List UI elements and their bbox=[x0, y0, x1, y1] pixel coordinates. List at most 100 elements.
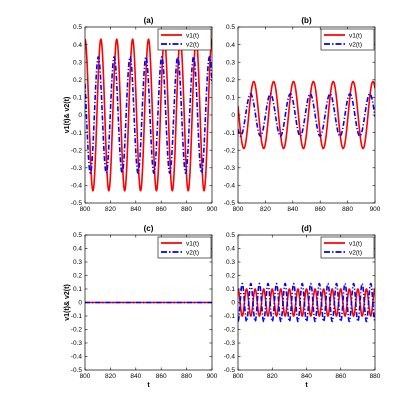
panel-c-xtick-label: 880 bbox=[181, 373, 192, 380]
panel-a-ytick-label: 0 bbox=[78, 112, 82, 119]
panel-d-series-group bbox=[238, 282, 375, 323]
panel-a-ytick-label: 0.4 bbox=[73, 42, 82, 49]
panel-c-ylabel: v1(t)& v2(t) bbox=[64, 284, 71, 321]
panel-a-title: (a) bbox=[144, 16, 154, 25]
panel-c-ytick-label: 0.4 bbox=[73, 246, 82, 253]
panel-d-xtick-label: 840 bbox=[301, 373, 312, 380]
panel-b-xtick-label: 840 bbox=[287, 206, 298, 213]
panel-b-series-v2-line bbox=[238, 93, 375, 137]
panel-a-legend: v1(t) v2(t) bbox=[157, 28, 212, 51]
panel-c-legend-label-v1: v1(t) bbox=[186, 240, 199, 247]
panel-c-plot: -0.5 -0.4 -0.3 -0.2 -0.1 0 0.1 0.2 0.3 0.4 0.5 800 8… bbox=[71, 232, 218, 380]
panel-c-ytick-label: -0.2 bbox=[71, 327, 83, 334]
panel-d-legend-label-v2: v2(t) bbox=[349, 249, 362, 256]
panel-d-ytick-label: 0 bbox=[231, 300, 235, 307]
panel-b-ytick-label: 0.2 bbox=[226, 77, 235, 84]
panel-b-legend-label-v1: v1(t) bbox=[349, 32, 362, 39]
panel-a-xtick-label: 880 bbox=[181, 206, 192, 213]
panel-d-ytick-label: 0.1 bbox=[226, 286, 235, 293]
panel-b-series-group bbox=[238, 80, 375, 150]
panel-d-xtick-label: 800 bbox=[233, 373, 244, 380]
panel-c-ytick-label: 0.3 bbox=[73, 259, 82, 266]
panel-d-ytick-label: 0.2 bbox=[226, 273, 235, 280]
panel-c-ytick-label: -0.3 bbox=[71, 340, 83, 347]
panel-d-title: (d) bbox=[301, 224, 312, 233]
panel-b-plot: -0.5 -0.4 -0.3 -0.2 -0.1 0 0.1 0.2 0.3 0.4 0.5 800 8… bbox=[224, 24, 381, 213]
panel-d-ytick-label: -0.3 bbox=[224, 340, 236, 347]
panel-b-xtick-label: 900 bbox=[370, 206, 381, 213]
panel-a-ytick-label: 0.1 bbox=[73, 95, 82, 102]
panel-b-ytick-label: 0.1 bbox=[226, 95, 235, 102]
panel-c-xtick-label: 800 bbox=[80, 373, 91, 380]
panel-a-ylabel: v1(t)& v2(t) bbox=[64, 97, 71, 134]
panel-d-xlabel: t bbox=[305, 382, 308, 389]
panel-c-ytick-label: 0.5 bbox=[73, 232, 82, 239]
panel-a-xtick-label: 860 bbox=[156, 206, 167, 213]
panel-d-ytick-label: -0.4 bbox=[224, 354, 236, 361]
panel-a-legend-box bbox=[157, 28, 212, 51]
panel-b-ytick-label: 0.4 bbox=[226, 42, 235, 49]
panel-d-plot: -0.5 -0.4 -0.3 -0.2 -0.1 0 0.1 0.2 0.3 0.4 0.5 800 8… bbox=[224, 232, 381, 380]
panel-d-ytick-label: 0.4 bbox=[226, 246, 235, 253]
panel-b-xtick-label: 820 bbox=[260, 206, 271, 213]
panel-a-xtick-label: 800 bbox=[80, 206, 91, 213]
panel-a-xtick-label: 820 bbox=[105, 206, 116, 213]
panel-a-ytick-label: -0.4 bbox=[71, 183, 83, 190]
panel-d-legend-box bbox=[320, 236, 375, 259]
panel-c-ytick-label: -0.1 bbox=[71, 313, 83, 320]
panel-b-ytick-label: -0.4 bbox=[224, 183, 236, 190]
panel-d-xtick-label: 880 bbox=[370, 373, 381, 380]
panel-d-ytick-label: 0.3 bbox=[226, 259, 235, 266]
panel-a-ytick-label: 0.3 bbox=[73, 59, 82, 66]
panel-b-ytick-label: -0.3 bbox=[224, 165, 236, 172]
panel-a-ytick-label: 0.2 bbox=[73, 77, 82, 84]
panel-c-ytick-label: -0.4 bbox=[71, 354, 83, 361]
panel-d-ytick-label: -0.1 bbox=[224, 313, 236, 320]
panel-b-ytick-label: -0.2 bbox=[224, 147, 236, 154]
panel-a-ytick-label: -0.5 bbox=[71, 200, 83, 207]
panel-d-xtick-label: 860 bbox=[335, 373, 346, 380]
panel-d-series-v1-line bbox=[238, 288, 375, 317]
panel-c-xtick-label: 900 bbox=[207, 373, 218, 380]
panel-a-legend-label-v2: v2(t) bbox=[186, 41, 199, 48]
panel-c-legend-box bbox=[157, 236, 212, 259]
panel-a: (a) v1(t)& v2(t) -0.5 -0.4 -0.3 -0.2 -0.1 0 0.… bbox=[64, 16, 218, 213]
panel-c-ytick-label: 0.1 bbox=[73, 286, 82, 293]
panel-c-ytick-label: -0.5 bbox=[71, 367, 83, 374]
panel-a-series-v2-line bbox=[85, 55, 212, 175]
panel-b-xtick-label: 880 bbox=[342, 206, 353, 213]
panel-b-legend-box bbox=[320, 28, 375, 51]
panel-a-legend-label-v1: v1(t) bbox=[186, 32, 199, 39]
panel-b-xtick-label: 800 bbox=[233, 206, 244, 213]
panel-d-xtick-label: 820 bbox=[267, 373, 278, 380]
panel-a-xtick-label: 900 bbox=[207, 206, 218, 213]
panel-c-ytick-label: 0.2 bbox=[73, 273, 82, 280]
panel-d-ytick-label: 0.5 bbox=[226, 232, 235, 239]
panel-c-legend-label-v2: v2(t) bbox=[186, 249, 199, 256]
panel-a-ytick-label: -0.1 bbox=[71, 130, 83, 137]
panel-b: (b) -0.5 -0.4 -0.3 -0.2 -0.1 0 0.1 0.2 0.3 0.4 0.5… bbox=[224, 16, 381, 213]
panel-c-xtick-label: 860 bbox=[156, 373, 167, 380]
panel-c-title: (c) bbox=[144, 224, 154, 233]
panel-a-ytick-label: -0.3 bbox=[71, 165, 83, 172]
panel-b-title: (b) bbox=[301, 16, 312, 25]
panel-c: (c) v1(t)& v2(t) t -0.5 -0.4 -0.3 -0.2 -0.1 0… bbox=[64, 224, 218, 389]
panel-c-xtick-label: 820 bbox=[105, 373, 116, 380]
panel-d-ytick-label: -0.2 bbox=[224, 327, 236, 334]
panel-b-legend-label-v2: v2(t) bbox=[349, 41, 362, 48]
panel-a-ytick-label: 0.5 bbox=[73, 24, 82, 31]
panel-b-ytick-label: 0.3 bbox=[226, 59, 235, 66]
panel-c-xlabel: t bbox=[147, 382, 150, 389]
panel-d-series-v2-line bbox=[238, 282, 375, 323]
panel-a-series-group bbox=[85, 38, 212, 192]
panel-d: (d) t -0.5 -0.4 -0.3 -0.2 -0.1 0 0.1 0.2 0.3 0.4 0… bbox=[224, 224, 381, 389]
panel-c-xtick-label: 840 bbox=[130, 373, 141, 380]
panel-c-legend: v1(t) v2(t) bbox=[157, 236, 212, 259]
panel-a-xtick-label: 840 bbox=[130, 206, 141, 213]
panel-a-ytick-label: -0.2 bbox=[71, 147, 83, 154]
panel-b-xtick-label: 860 bbox=[315, 206, 326, 213]
panel-b-ytick-label: -0.5 bbox=[224, 200, 236, 207]
panel-a-plot: -0.5 -0.4 -0.3 -0.2 -0.1 0 0.1 0.2 0.3 0.4 0.5 800 8… bbox=[71, 24, 218, 213]
panel-b-ytick-label: 0 bbox=[231, 112, 235, 119]
